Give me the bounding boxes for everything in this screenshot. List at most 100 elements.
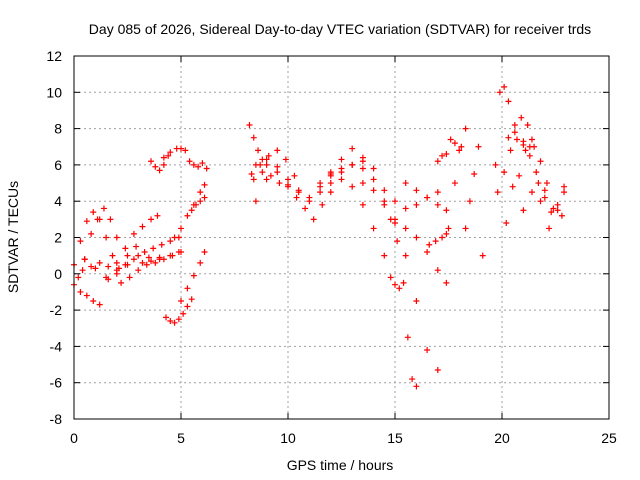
data-point [496,89,503,96]
series-track-31 [462,143,482,232]
data-point [180,310,187,317]
data-point [94,216,101,223]
data-point [306,198,313,205]
data-point [550,205,557,212]
data-point [145,254,152,261]
data-point [349,183,356,190]
data-point [81,256,88,263]
data-point [471,170,478,177]
data-point [462,125,469,132]
data-point [501,83,508,90]
data-point [396,285,403,292]
y-tick-label: 4 [54,193,62,209]
x-tick-label: 10 [280,430,296,446]
data-point [190,272,197,279]
x-tick-label: 5 [177,430,185,446]
data-point [528,189,535,196]
data-point [148,158,155,165]
data-point [188,207,195,214]
data-point [466,198,473,205]
data-point [152,259,159,266]
data-point [252,198,259,205]
data-point [124,261,131,268]
data-point [359,165,366,172]
data-point [188,296,195,303]
data-point [139,259,146,266]
x-tick-label: 15 [387,430,403,446]
data-point [317,189,324,196]
data-point [118,279,125,286]
data-point [197,189,204,196]
data-point [124,252,131,259]
data-point [274,163,281,170]
data-point [359,180,366,187]
data-point [413,187,420,194]
series-track-35 [503,136,568,226]
data-point [503,219,510,226]
data-point [105,263,112,270]
data-point [370,187,377,194]
data-point [404,334,411,341]
data-point [276,180,283,187]
data-point [426,241,433,248]
data-point [458,143,465,150]
series-track-10 [160,145,189,161]
data-point [511,129,518,136]
data-point [192,201,199,208]
data-point [92,265,99,272]
data-point [439,234,446,241]
data-point [197,198,204,205]
data-point [447,136,454,143]
data-point [201,181,208,188]
data-point [133,243,140,250]
data-point [130,230,137,237]
data-point [533,169,540,176]
data-point [434,201,441,208]
series-track-32 [479,252,486,259]
data-point [158,241,165,248]
series-track-16 [246,121,270,168]
series-track-27 [434,151,450,165]
series-track-08 [124,234,182,259]
data-point [90,298,97,305]
data-point [561,189,568,196]
data-point [531,143,538,150]
data-point [310,216,317,223]
data-point [402,252,409,259]
data-point [548,209,555,216]
data-point [439,152,446,159]
data-point [199,160,206,167]
data-point [77,238,84,245]
data-point [424,194,431,201]
series-track-22 [327,169,403,292]
data-point [184,285,191,292]
series-track-17 [248,147,298,179]
data-point [434,189,441,196]
y-axis-label: SDTVAR / TECUs [5,181,21,293]
data-point [201,194,208,201]
data-point [135,267,142,274]
data-point [492,161,499,168]
data-point [285,181,291,188]
data-point [100,205,107,212]
data-point [402,205,409,212]
series-track-11 [163,296,195,326]
data-point [246,121,253,128]
y-tick-label: 8 [54,121,62,137]
data-point [370,176,377,183]
data-point [554,207,561,214]
data-point [160,161,167,168]
data-point [359,201,366,208]
series-track-29 [447,136,463,154]
series-track-19 [252,145,366,205]
data-point [154,212,161,219]
data-point [79,267,86,274]
data-point [413,298,420,305]
data-point [291,172,298,179]
data-point [537,198,544,205]
data-point [186,158,193,165]
y-tick-label: 0 [54,266,62,282]
y-tick-label: -8 [50,411,63,427]
data-point [255,147,262,154]
